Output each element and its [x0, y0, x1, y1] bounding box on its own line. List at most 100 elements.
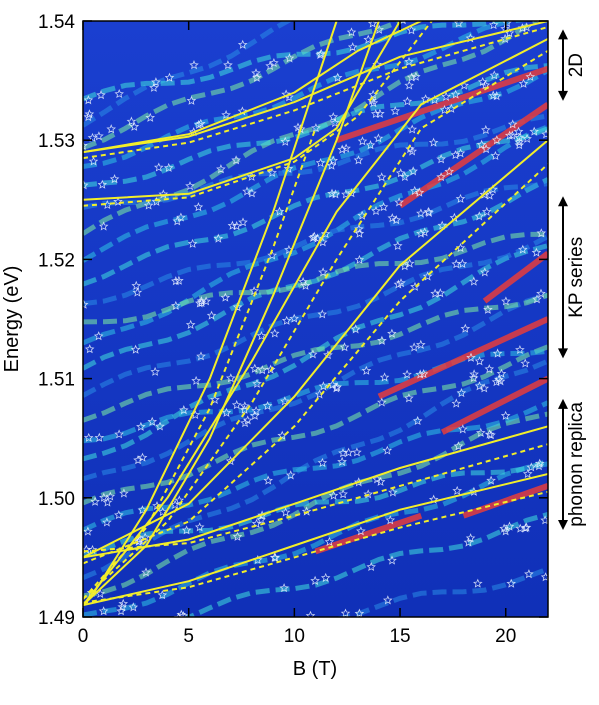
fitted-curves	[83, 21, 548, 607]
star-marker	[201, 296, 211, 306]
star-marker	[416, 339, 426, 349]
star-marker	[194, 522, 205, 532]
star-marker	[285, 470, 296, 480]
star-marker	[492, 135, 502, 145]
star-marker	[416, 228, 426, 238]
annotation-arrow-head	[558, 196, 568, 207]
star-marker	[317, 457, 328, 468]
star-marker	[391, 215, 402, 225]
star-marker	[240, 418, 250, 428]
star-marker	[466, 352, 476, 362]
star-marker	[456, 387, 467, 398]
star-marker	[136, 627, 144, 634]
star-marker	[270, 328, 280, 338]
fitted-curve-solid	[83, 21, 380, 606]
star-marker	[113, 196, 123, 206]
star-marker	[536, 288, 546, 298]
star-marker	[525, 71, 536, 81]
star-marker	[474, 381, 485, 391]
star-marker	[513, 126, 524, 136]
star-marker	[395, 168, 406, 178]
star-marker	[216, 164, 226, 174]
star-marker	[463, 537, 474, 547]
star-marker	[375, 108, 385, 118]
star-marker	[514, 137, 525, 147]
star-marker	[435, 288, 446, 298]
star-marker	[210, 394, 220, 404]
star-marker	[232, 531, 243, 541]
star-marker	[305, 610, 316, 617]
star-marker	[150, 366, 160, 376]
star-marker	[540, 515, 548, 525]
star-marker	[318, 381, 329, 391]
star-marker	[479, 189, 490, 199]
star-marker	[269, 552, 280, 562]
star-marker	[267, 167, 277, 177]
intensity-band	[83, 126, 548, 287]
star-marker	[496, 368, 507, 378]
x-tick-label: 0	[78, 626, 89, 647]
x-tick-label: 15	[389, 626, 410, 647]
intensity-band	[83, 21, 294, 128]
star-marker	[170, 300, 181, 310]
star-marker	[252, 378, 262, 388]
star-marker	[114, 510, 124, 520]
star-marker	[181, 525, 192, 535]
star-marker	[189, 60, 199, 70]
star-marker	[129, 121, 140, 131]
star-marker	[368, 98, 379, 108]
star-marker	[375, 476, 386, 486]
star-marker	[327, 379, 338, 389]
star-marker	[439, 104, 450, 115]
star-marker	[84, 344, 95, 354]
star-marker	[531, 247, 542, 257]
star-marker	[486, 475, 496, 485]
star-marker	[97, 179, 108, 189]
star-marker	[257, 365, 268, 375]
star-marker	[327, 188, 337, 198]
star-marker	[407, 124, 417, 134]
star-marker	[526, 462, 537, 472]
star-marker	[460, 323, 471, 333]
intensity-band	[83, 234, 548, 398]
star-marker	[377, 397, 387, 407]
star-marker	[263, 475, 273, 485]
star-marker	[227, 220, 238, 230]
star-marker	[402, 369, 412, 379]
star-marker	[406, 25, 417, 35]
star-marker	[93, 331, 104, 341]
star-marker	[353, 155, 364, 165]
star-marker	[404, 393, 414, 403]
star-marker	[328, 490, 339, 500]
star-marker	[328, 112, 339, 122]
star-marker	[137, 452, 148, 462]
star-marker	[444, 166, 454, 176]
fitted-curve-solid	[83, 473, 548, 607]
star-marker	[141, 567, 151, 577]
fitted-curve-dashed	[83, 49, 548, 600]
annotation-label: 2D	[566, 53, 587, 77]
star-marker	[324, 536, 335, 547]
star-marker	[312, 233, 323, 243]
star-marker	[418, 368, 429, 379]
star-marker	[494, 374, 504, 384]
star-marker	[491, 91, 502, 101]
star-marker	[213, 233, 224, 243]
star-marker	[415, 369, 425, 379]
star-marker	[225, 637, 233, 644]
star-marker	[488, 21, 499, 30]
high-intensity-streak	[462, 483, 548, 519]
star-marker	[455, 148, 466, 158]
star-marker	[504, 130, 515, 140]
star-marker	[490, 150, 501, 161]
star-marker	[119, 488, 129, 498]
star-marker	[477, 77, 488, 87]
star-marker	[176, 212, 186, 222]
star-marker	[409, 342, 419, 352]
x-axis-ticks: 0 5 10 15 20	[78, 21, 516, 647]
star-marker	[399, 21, 406, 25]
star-marker	[196, 351, 206, 361]
x-tick-label: 10	[284, 626, 305, 647]
star-marker	[341, 143, 351, 153]
star-marker	[128, 602, 139, 612]
